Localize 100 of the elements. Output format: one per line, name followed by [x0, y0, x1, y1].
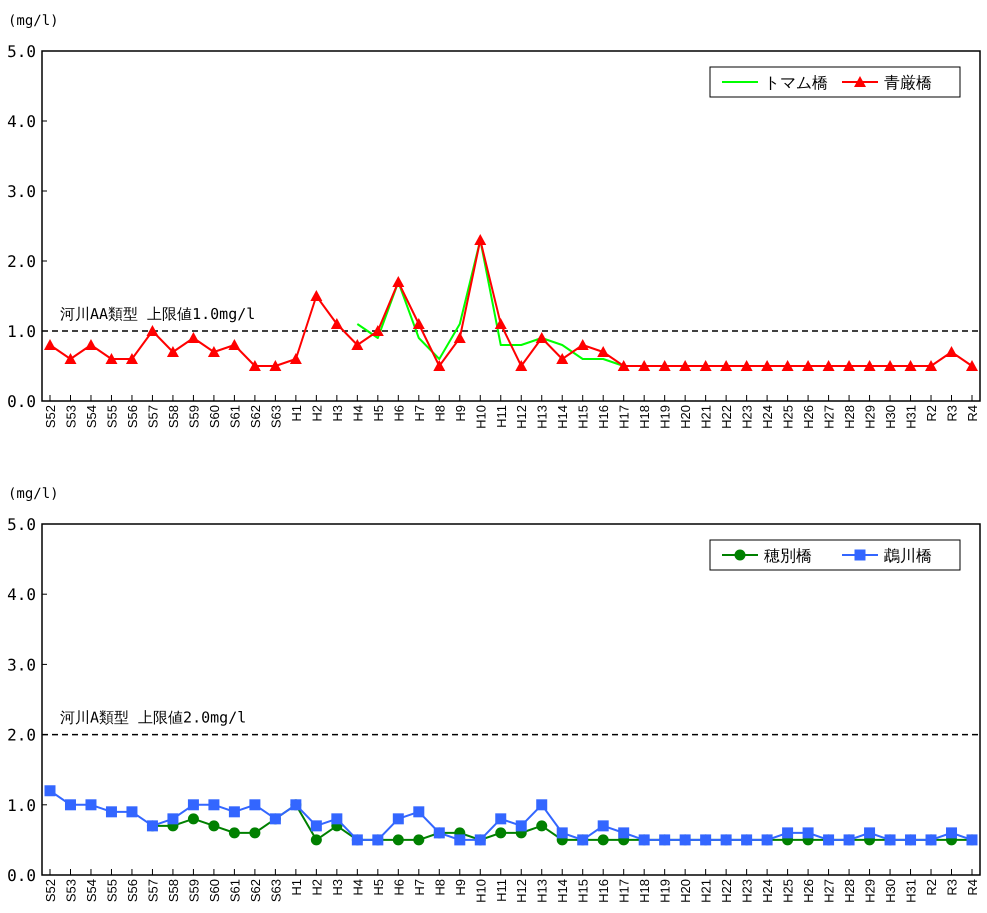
x-tick-label: H19	[658, 405, 673, 429]
y-tick-label: 0.0	[7, 392, 36, 411]
x-tick-label: H1	[288, 405, 304, 422]
x-tick-label: H29	[862, 879, 878, 903]
x-tick-label: H12	[514, 405, 530, 429]
x-tick-label: S57	[145, 879, 160, 902]
point	[516, 820, 527, 832]
x-tick-label: H25	[780, 405, 796, 429]
x-tick-label: H17	[616, 405, 632, 429]
x-tick-label: S53	[63, 879, 78, 902]
point	[249, 799, 260, 810]
x-tick-label: R2	[924, 879, 940, 896]
point	[720, 360, 732, 371]
point	[474, 234, 486, 245]
point	[597, 346, 610, 357]
point	[802, 827, 814, 838]
x-tick-label: H6	[391, 405, 406, 422]
point	[556, 827, 568, 838]
point	[494, 318, 507, 329]
point	[740, 360, 753, 371]
point	[598, 834, 609, 846]
point	[166, 346, 179, 357]
x-tick-label: H24	[760, 879, 776, 903]
x-tick-label: H22	[719, 405, 734, 429]
point	[761, 360, 774, 371]
point	[64, 799, 76, 810]
point	[44, 339, 56, 350]
point	[269, 360, 282, 371]
point	[966, 360, 978, 371]
x-tick-label: H31	[904, 405, 919, 429]
point	[228, 339, 240, 350]
x-tick-label: H18	[637, 405, 652, 429]
x-tick-label: H15	[576, 879, 591, 903]
x-tick-label: H27	[822, 879, 837, 903]
x-tick-label: H30	[883, 879, 898, 903]
x-tick-label: H5	[370, 405, 386, 422]
x-tick-label: H4	[350, 879, 366, 896]
point	[495, 813, 506, 824]
point	[536, 799, 548, 810]
x-tick-label: H12	[514, 879, 530, 903]
point	[208, 346, 220, 357]
x-tick-label: S61	[227, 879, 242, 902]
point	[330, 318, 343, 329]
x-tick-label: H14	[555, 405, 570, 429]
x-tick-label: R2	[924, 405, 940, 422]
x-tick-label: H16	[596, 879, 612, 903]
x-tick-label: S61	[227, 405, 242, 428]
point	[802, 360, 814, 371]
x-tick-label: H9	[452, 879, 468, 896]
point	[884, 360, 896, 371]
point	[925, 360, 938, 371]
x-tick-label: R3	[944, 405, 960, 422]
y-tick-label: 5.0	[7, 42, 36, 61]
point	[946, 346, 958, 357]
point	[556, 353, 568, 364]
point	[249, 827, 260, 838]
x-tick-label: H4	[350, 405, 366, 422]
x-tick-label: H21	[698, 405, 714, 429]
ref-line-label: 河川A類型 上限値2.0mg/l	[60, 708, 246, 727]
x-tick-label: S62	[248, 879, 263, 902]
point	[515, 360, 528, 371]
x-tick-label: S58	[166, 879, 181, 902]
x-tick-label: S56	[124, 879, 140, 902]
x-tick-label: H28	[842, 879, 858, 903]
legend-label: 鵡川橋	[884, 546, 932, 565]
point	[126, 806, 138, 818]
point	[454, 834, 466, 846]
x-tick-label: H13	[534, 879, 550, 903]
x-tick-label: S55	[104, 405, 120, 428]
x-tick-label: H19	[658, 879, 673, 903]
point	[208, 820, 220, 832]
y-tick-label: 2.0	[7, 252, 36, 271]
point	[188, 799, 199, 810]
x-tick-label: H26	[801, 879, 816, 903]
point	[598, 820, 609, 832]
x-tick-label: H29	[862, 405, 878, 429]
point	[638, 360, 650, 371]
point	[64, 353, 76, 364]
point	[392, 834, 404, 846]
x-tick-label: R4	[965, 405, 980, 422]
point	[228, 827, 240, 838]
point	[331, 813, 342, 824]
x-tick-label: H6	[391, 879, 406, 896]
x-tick-label: H8	[432, 879, 448, 896]
point	[188, 813, 199, 824]
x-tick-label: H7	[412, 879, 427, 896]
legend-label: トマム橋	[764, 73, 828, 92]
legend-label: 穂別橋	[764, 546, 812, 565]
point	[126, 353, 138, 364]
x-tick-label: H28	[842, 405, 858, 429]
x-tick-label: H11	[494, 879, 509, 902]
point	[146, 325, 158, 336]
x-tick-label: H20	[678, 879, 694, 903]
x-tick-label: H24	[760, 405, 776, 429]
point	[412, 318, 425, 329]
point	[618, 360, 630, 371]
point	[413, 806, 424, 818]
ref-line-label: 河川AA類型 上限値1.0mg/l	[60, 305, 256, 323]
x-tick-label: S62	[248, 405, 263, 428]
x-tick-label: S55	[104, 879, 120, 902]
